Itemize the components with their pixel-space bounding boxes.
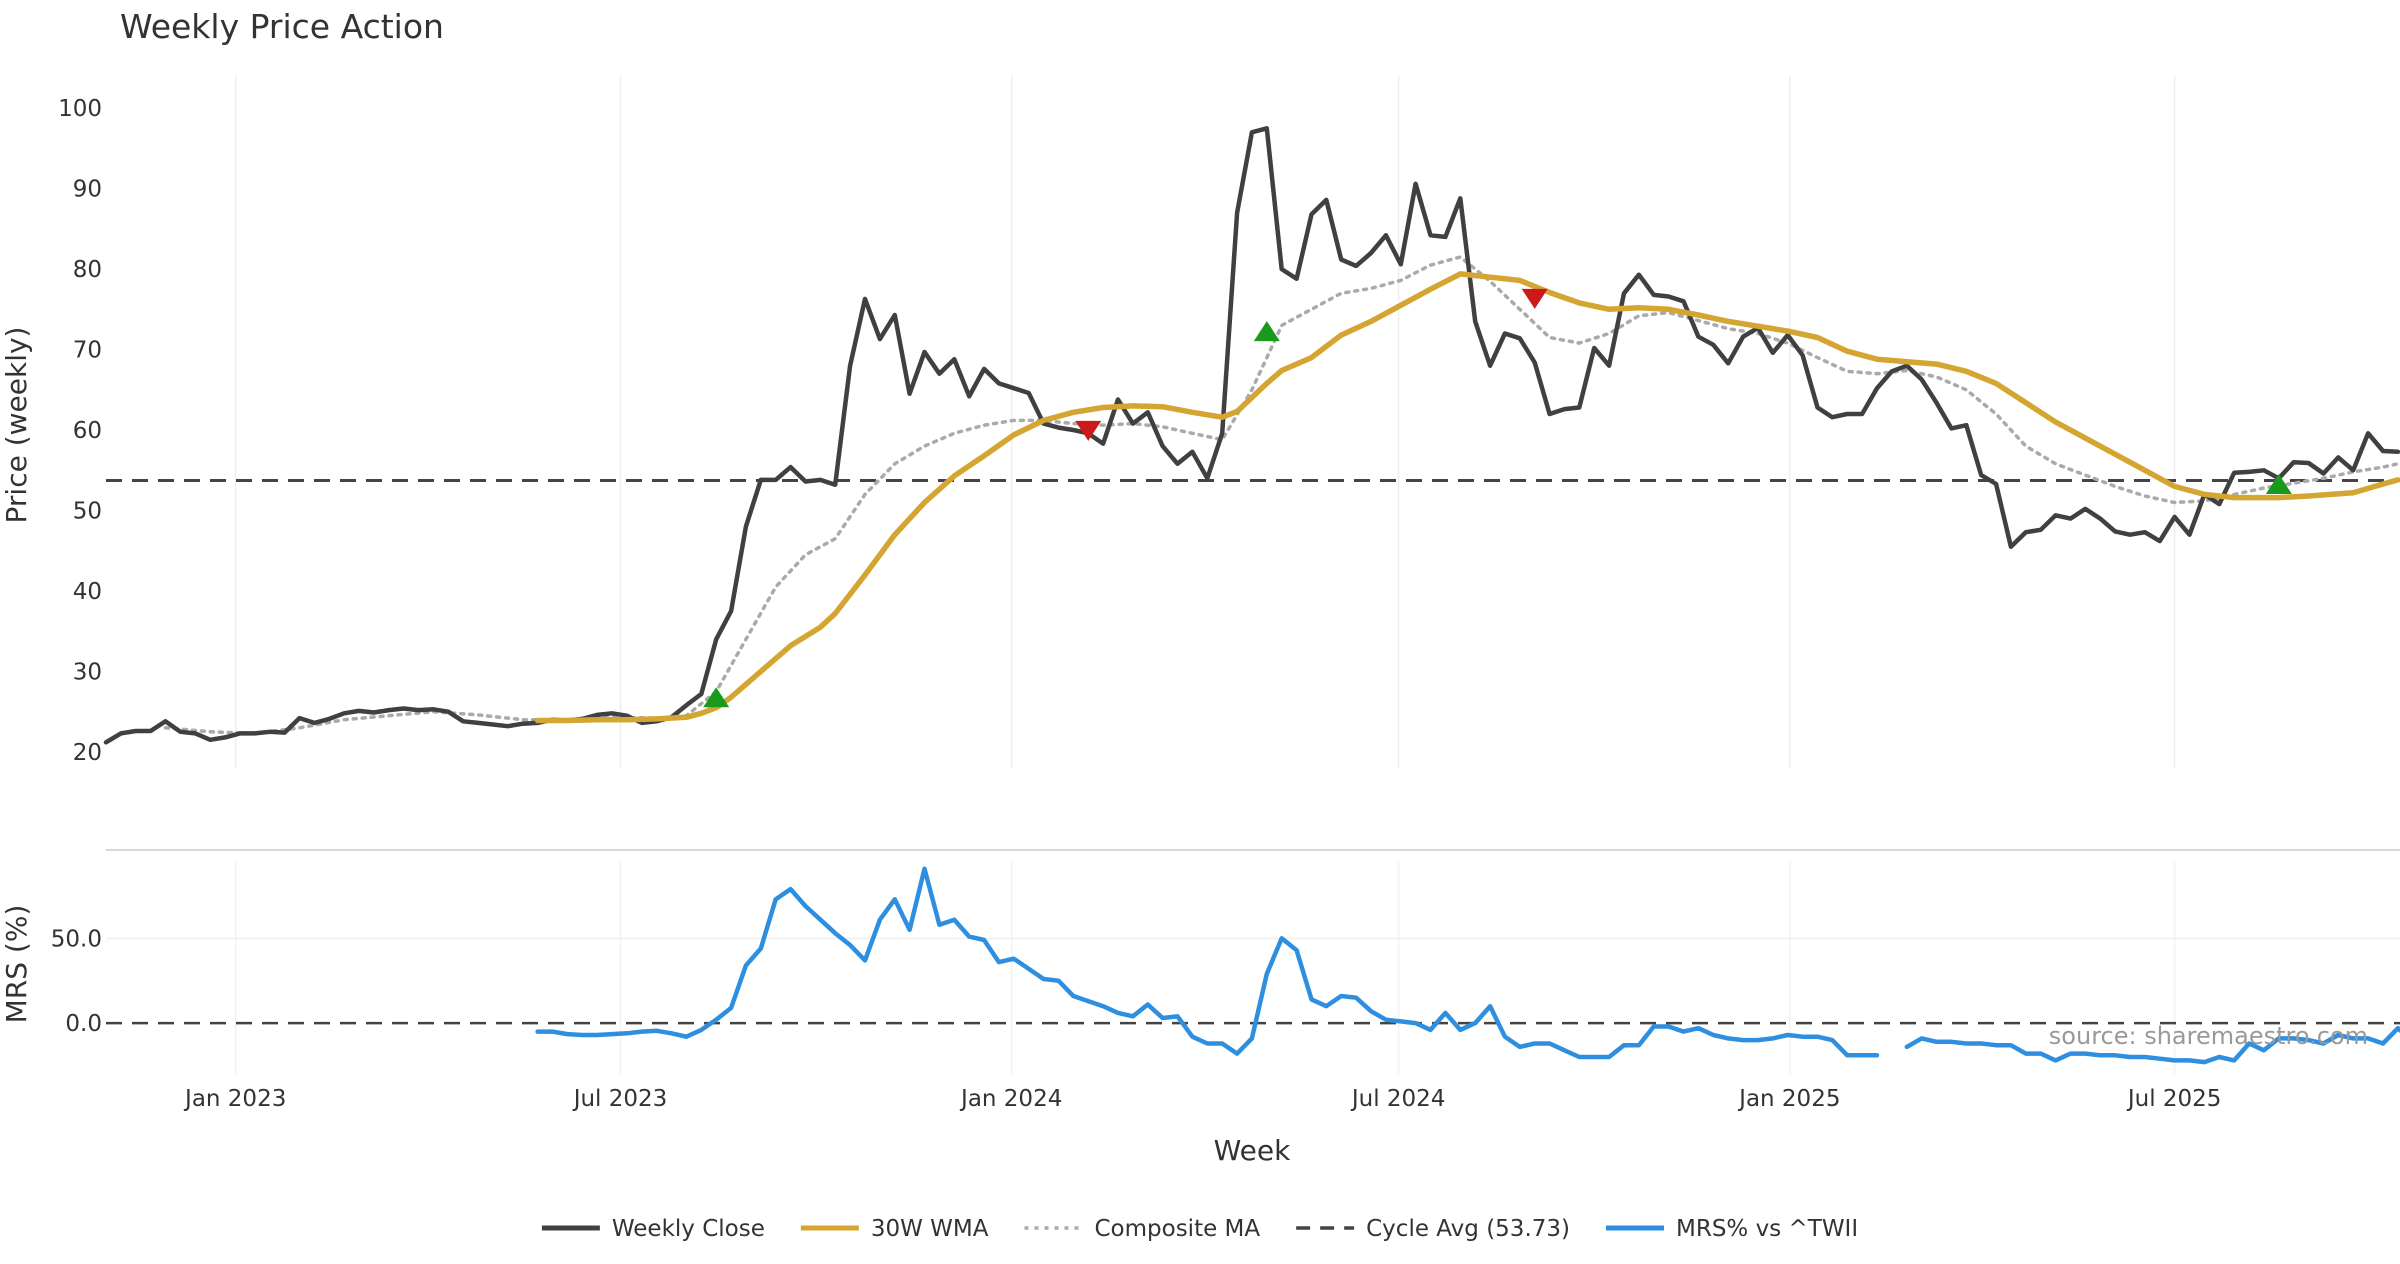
buy-signal-marker xyxy=(2265,473,2292,494)
legend-item-mrs-vs-twii: MRS% vs ^TWII xyxy=(1606,1216,1858,1242)
chart-title: Weekly Price Action xyxy=(120,7,444,46)
sell-signal-marker xyxy=(1521,288,1548,309)
legend-label: Weekly Close xyxy=(612,1216,765,1242)
legend-item-composite-ma: Composite MA xyxy=(1024,1216,1260,1242)
legend-label: Composite MA xyxy=(1094,1216,1260,1242)
legend-label: 30W WMA xyxy=(871,1216,989,1242)
x-axis-label: Week xyxy=(1214,1134,1291,1167)
legend-item-30w-wma: 30W WMA xyxy=(800,1216,989,1242)
series-line-weekly-close xyxy=(103,126,2400,745)
source-note: source: sharemaestro.com xyxy=(2049,1022,2368,1050)
mrs-grid xyxy=(106,862,2400,1074)
price-y-tick-label: 30 xyxy=(73,659,102,685)
x-tick-label: Jul 2023 xyxy=(572,1086,668,1112)
price-y-tick-label: 20 xyxy=(73,740,102,766)
mrs-y-tick-label: 0.0 xyxy=(65,1011,102,1037)
legend-item-cycle-avg-53-73: Cycle Avg (53.73) xyxy=(1296,1216,1570,1242)
series-line-mrs-vs-twii-segment xyxy=(535,866,1880,1060)
buy-signal-marker xyxy=(1253,321,1280,342)
price-lines xyxy=(103,126,2400,745)
x-tick-label: Jul 2024 xyxy=(1350,1086,1446,1112)
price-y-tick-label: 70 xyxy=(73,338,102,364)
price-y-tick-label: 90 xyxy=(73,177,102,203)
price-y-tick-label: 100 xyxy=(58,96,102,122)
sell-signal-marker xyxy=(1075,420,1102,441)
price-y-axis-label: Price (weekly) xyxy=(0,327,33,524)
mrs-y-ticks: 0.0 50.0 xyxy=(51,926,102,1037)
x-tick-label: Jul 2025 xyxy=(2126,1086,2222,1112)
series-line-30w-wma xyxy=(534,271,2400,724)
x-tick-label: Jan 2025 xyxy=(1737,1086,1840,1112)
buy-signal-marker xyxy=(703,687,730,708)
mrs-y-axis-label: MRS (%) xyxy=(0,905,33,1024)
price-signals xyxy=(703,288,2292,708)
legend-item-weekly-close: Weekly Close xyxy=(541,1216,765,1242)
x-tick-label: Jan 2023 xyxy=(183,1086,286,1112)
price-y-tick-label: 60 xyxy=(73,418,102,444)
legend: Weekly Close 30W WMA Composite MA Cycle Avg… xyxy=(541,1216,1858,1242)
x-tick-label: Jan 2024 xyxy=(959,1086,1062,1112)
series-line-mrs-vs-twii-segment xyxy=(1904,1025,2400,1065)
price-y-tick-label: 50 xyxy=(73,499,102,525)
price-y-tick-label: 80 xyxy=(73,257,102,283)
price-y-tick-label: 40 xyxy=(73,579,102,605)
mrs-lines xyxy=(106,866,2400,1065)
price-y-ticks: 20 30 40 50 60 70 80 90 100 xyxy=(58,96,102,766)
legend-label: MRS% vs ^TWII xyxy=(1676,1216,1858,1242)
legend-label: Cycle Avg (53.73) xyxy=(1366,1216,1570,1242)
mrs-y-tick-label: 50.0 xyxy=(51,926,102,952)
x-ticks: Jan 2023 Jul 2023 Jan 2024 Jul 2024 Jan 2025… xyxy=(183,1086,2221,1112)
